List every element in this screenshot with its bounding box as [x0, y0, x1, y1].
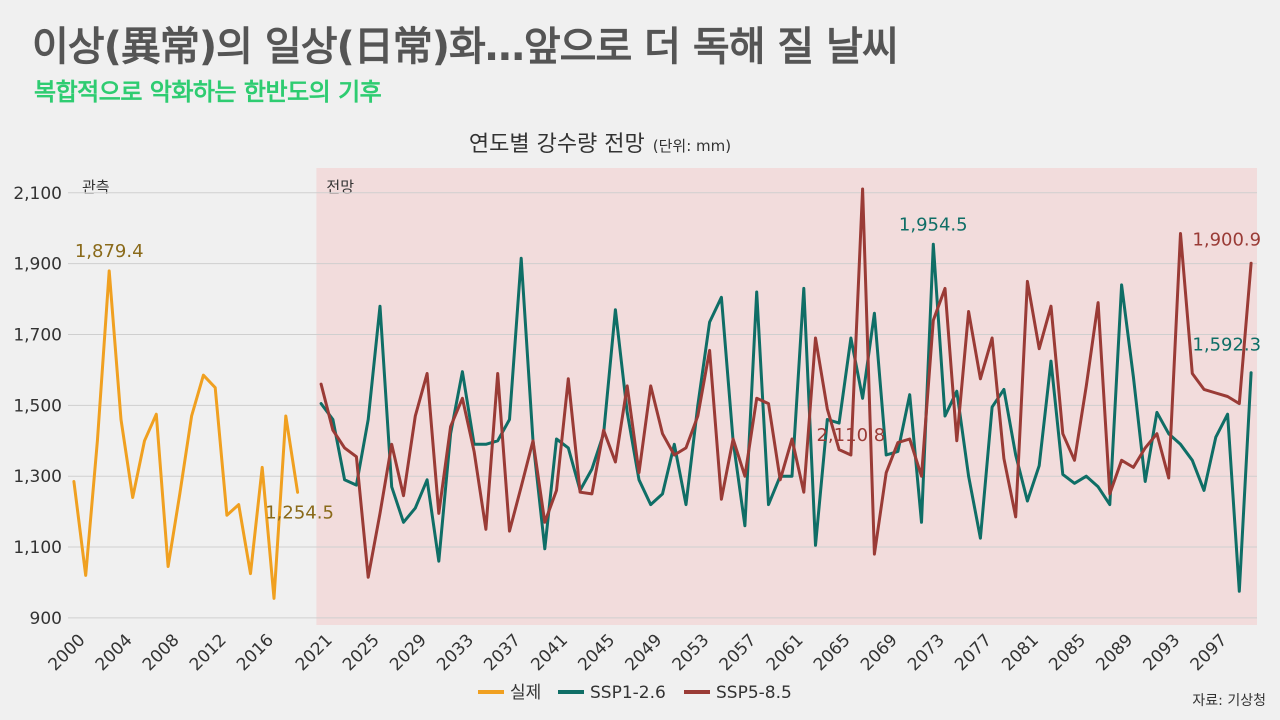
series-line-observed: [72, 269, 300, 600]
annotation-label: 1,879.4: [75, 241, 144, 262]
annotation-label: 1,900.9: [1192, 229, 1261, 250]
x-tick-label: 2077: [951, 630, 996, 675]
x-tick-label: 2029: [386, 630, 431, 675]
x-tick-label: 2089: [1092, 630, 1137, 675]
annotation-label: 1,954.5: [899, 214, 968, 235]
legend-label-ssp126: SSP1-2.6: [590, 683, 666, 703]
chart-title: 연도별 강수량 전망 (단위: mm): [469, 132, 731, 157]
x-tick-label: 2000: [45, 630, 90, 675]
x-tick-label: 2037: [480, 630, 525, 675]
x-tick-label: 2041: [527, 630, 572, 675]
x-tick-label: 2049: [622, 630, 667, 675]
annotation-label: 1,254.5: [265, 502, 334, 523]
x-tick-label: 2045: [574, 630, 619, 675]
x-tick-label: 2033: [433, 630, 478, 675]
y-tick-label: 1,900: [13, 255, 62, 275]
annotation-label: 2,110.8: [816, 425, 885, 446]
annotation-label: 1,592.3: [1192, 335, 1261, 356]
series-line-ssp585: [319, 187, 1253, 579]
x-tick-label: 2093: [1140, 630, 1185, 675]
x-tick-label: 2025: [339, 630, 384, 675]
y-tick-label: 2,100: [13, 184, 62, 204]
source-note: 자료: 기상청: [1192, 693, 1266, 709]
x-tick-label: 2012: [186, 630, 231, 675]
x-tick-label: 2085: [1045, 630, 1090, 675]
y-tick-label: 1,500: [13, 396, 62, 416]
x-tick-label: 2004: [92, 630, 137, 675]
x-tick-label: 2081: [998, 630, 1043, 675]
legend-label-observed: 실제: [510, 683, 541, 703]
y-tick-label: 1,100: [13, 538, 62, 558]
x-tick-label: 2069: [857, 630, 902, 675]
x-tick-label: 2057: [716, 630, 761, 675]
legend-label-ssp585: SSP5-8.5: [716, 683, 792, 703]
forecast-region: [316, 168, 1258, 625]
x-tick-label: 2008: [139, 630, 184, 675]
region-label-observed: 관측: [82, 178, 110, 196]
subheadline: 복합적으로 악화하는 한반도의 기후: [34, 78, 382, 106]
x-tick-label: 2065: [810, 630, 855, 675]
y-tick-label: 1,700: [13, 326, 62, 346]
x-tick-label: 2021: [292, 630, 337, 675]
headline: 이상(異常)의 일상(日常)화…앞으로 더 독해 질 날씨: [32, 24, 899, 70]
y-tick-label: 900: [30, 609, 62, 629]
series-line-ssp126: [319, 242, 1253, 593]
region-label-forecast: 전망: [326, 178, 354, 196]
x-tick-label: 2053: [669, 630, 714, 675]
y-tick-label: 1,300: [13, 467, 62, 487]
x-tick-label: 2097: [1187, 630, 1232, 675]
x-tick-label: 2016: [233, 630, 278, 675]
x-tick-label: 2061: [763, 630, 808, 675]
x-tick-label: 2073: [904, 630, 949, 675]
